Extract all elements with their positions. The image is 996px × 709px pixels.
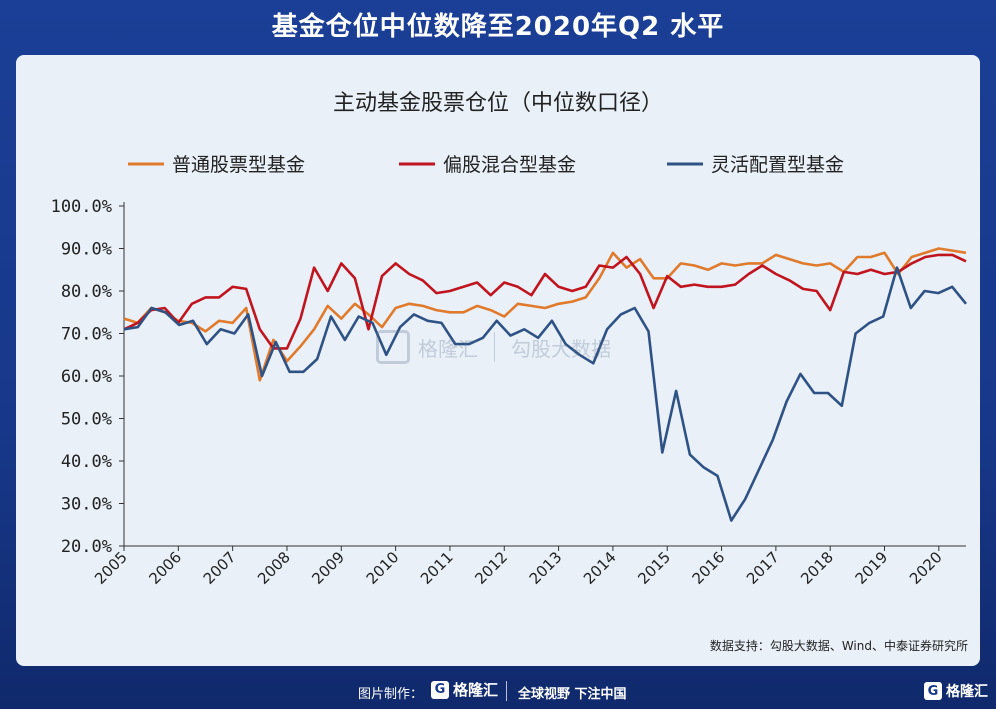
chart-source: 数据支持：勾股大数据、Wind、中泰证券研究所 — [709, 639, 968, 653]
chart: 主动基金股票仓位（中位数口径） 普通股票型基金 偏股混合型基金 灵活配置型基金 10… — [51, 91, 968, 588]
x-tick-label: 2015 — [634, 548, 674, 588]
banner-title: 基金仓位中位数降至2020年Q2 水平 — [271, 12, 725, 42]
watermark-logo-icon — [376, 330, 410, 364]
footer-slogan: 全球视野 下注中国 — [518, 687, 627, 702]
series-line-3 — [123, 266, 968, 522]
footer: 图片制作： G 格隆汇 全球视野 下注中国 G 格隆汇 — [0, 677, 996, 705]
y-tick-label: 80.0% — [61, 282, 112, 302]
y-tick-label: 90.0% — [61, 240, 112, 260]
x-tick-label: 2018 — [797, 548, 837, 588]
corner-g-logo-icon: G — [924, 682, 942, 700]
x-tick-label: 2012 — [471, 548, 511, 588]
chart-title: 主动基金股票仓位（中位数口径） — [333, 91, 663, 116]
plot-area — [123, 247, 968, 522]
x-axis: 2005 2006 2007 2008 2009 2010 2011 2012 2013 2014… — [91, 545, 966, 588]
y-tick-label: 70.0% — [61, 325, 112, 345]
watermark-partner: 勾股大数据 — [511, 336, 611, 361]
x-tick-label: 2006 — [145, 548, 185, 588]
g-logo-icon: G — [431, 680, 449, 699]
x-tick-label: 2009 — [308, 548, 348, 588]
x-tick-label: 2016 — [689, 548, 729, 588]
x-tick-label: 2019 — [852, 548, 892, 588]
footer-brand: 格隆汇 — [453, 681, 499, 699]
footer-divider — [506, 681, 507, 701]
x-tick-label: 2014 — [580, 548, 620, 588]
y-tick-label: 30.0% — [61, 495, 112, 515]
y-tick-label: 100.0% — [51, 197, 112, 217]
legend-label-3: 灵活配置型基金 — [711, 154, 844, 176]
corner-logo: G 格隆汇 — [924, 681, 988, 701]
y-tick-label: 40.0% — [61, 452, 112, 472]
x-tick-label: 2017 — [743, 548, 783, 588]
legend: 普通股票型基金 偏股混合型基金 灵活配置型基金 — [128, 154, 844, 176]
watermark-divider — [494, 332, 495, 362]
x-tick-label: 2008 — [254, 548, 294, 588]
x-tick-label: 2007 — [200, 548, 240, 588]
x-tick-label: 2013 — [526, 548, 566, 588]
y-axis: 100.0% 90.0% 80.0% 70.0% 60.0% 50.0% 40.0% 30.0… — [51, 197, 125, 557]
footer-logo: G 格隆汇 — [431, 679, 498, 700]
corner-brand: 格隆汇 — [946, 684, 988, 700]
y-tick-label: 60.0% — [61, 367, 112, 387]
x-tick-label: 2010 — [363, 548, 403, 588]
watermark: 格隆汇 勾股大数据 — [376, 330, 611, 364]
x-tick-label: 2011 — [417, 548, 457, 588]
chart-card: 主动基金股票仓位（中位数口径） 普通股票型基金 偏股混合型基金 灵活配置型基金 10… — [16, 55, 980, 666]
footer-made-by: 图片制作： — [358, 687, 424, 702]
y-tick-label: 50.0% — [61, 410, 112, 430]
series-line-2 — [123, 253, 967, 350]
legend-label-2: 偏股混合型基金 — [443, 154, 576, 176]
x-tick-label: 2020 — [906, 548, 946, 588]
legend-label-1: 普通股票型基金 — [172, 154, 305, 176]
y-tick-label: 20.0% — [61, 537, 112, 557]
watermark-brand: 格隆汇 — [418, 336, 478, 361]
